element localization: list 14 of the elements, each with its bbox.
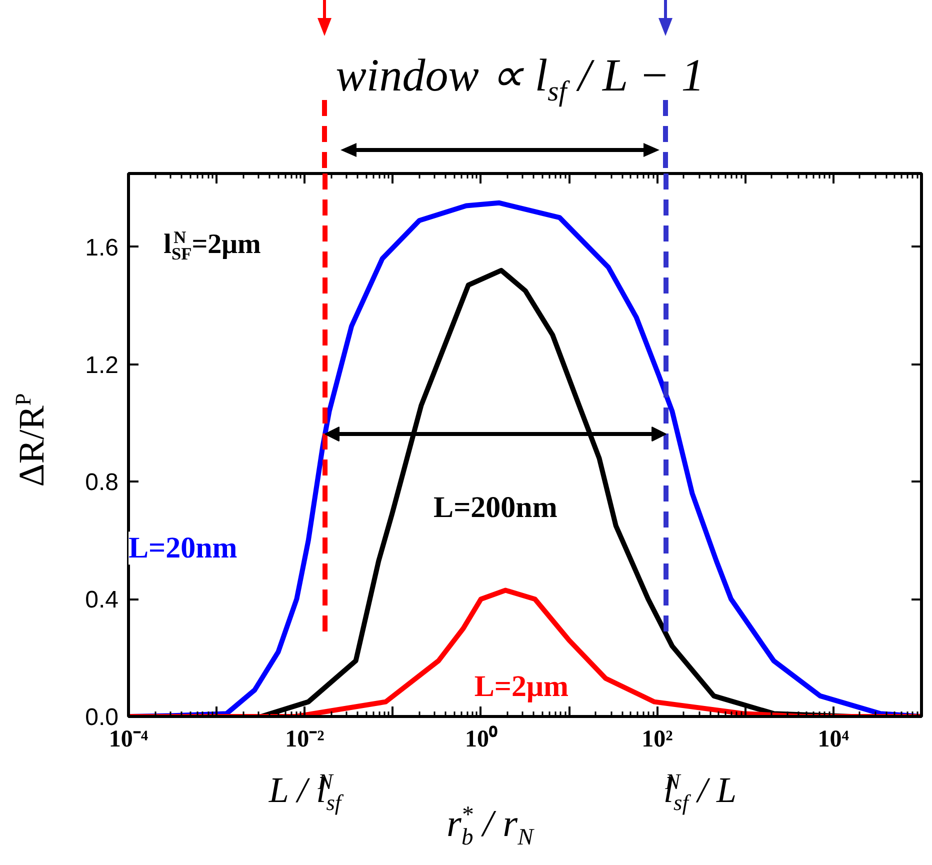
text: window ∝ l$_{sf}$ / L − 1	[336, 48, 704, 110]
annotation: l$_{SF}$$^{N}$=2μm	[164, 226, 261, 266]
y-tick-label: 0.8	[85, 469, 119, 496]
text: L=20nm	[128, 532, 238, 565]
x-tick-label: 10⁻²	[285, 726, 324, 752]
y-tick-label: 0.4	[85, 586, 119, 614]
series-label: L=2μm	[474, 670, 568, 704]
x-tick-label: 10²	[642, 726, 673, 752]
y-tick-label: 1.6	[85, 234, 119, 262]
x-tick-label: 10⁴	[818, 726, 849, 752]
x-axis-title: r$_{b}$$^{*}$ / r$_{N}$	[446, 801, 534, 852]
x-tick-label: 10⁰	[464, 726, 498, 752]
series-label: L=200nm	[434, 490, 558, 524]
y-tick-label: 1.2	[85, 352, 119, 379]
